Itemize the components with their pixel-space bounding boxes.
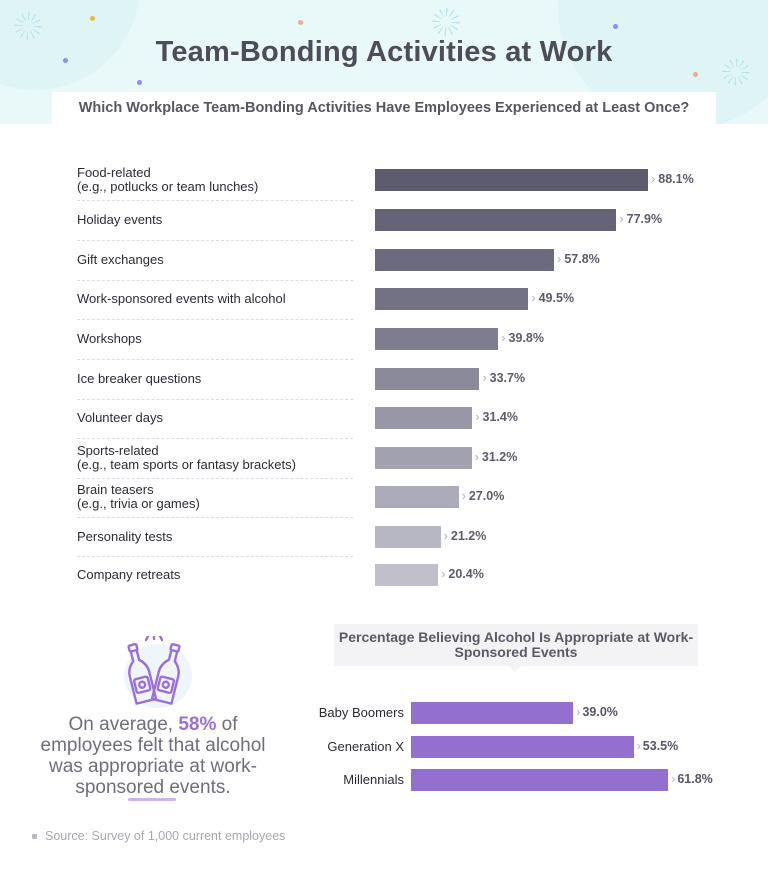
category-label: Personality tests bbox=[77, 529, 173, 544]
callout-prefix: On average, bbox=[68, 714, 179, 735]
category-label: Food-related (e.g., potlucks or team lun… bbox=[77, 165, 259, 194]
generation-label: Millennials bbox=[343, 772, 404, 787]
bar-value-label: 31.4% bbox=[475, 410, 518, 424]
generation-bar-value-label: 61.8% bbox=[671, 772, 712, 786]
row-separator bbox=[77, 438, 353, 439]
sparkle-icon bbox=[432, 8, 460, 36]
callout-highlight: 58% bbox=[178, 714, 217, 735]
page-title: Team-Bonding Activities at Work bbox=[155, 36, 613, 68]
bar-value-label: 33.7% bbox=[482, 371, 525, 385]
category-label: Ice breaker questions bbox=[77, 371, 202, 386]
beer-bottles-icon bbox=[110, 633, 200, 712]
bar-value-label: 88.1% bbox=[651, 172, 693, 186]
callout-suffix: of employees felt that alcohol was appro… bbox=[40, 714, 266, 798]
callout-underline bbox=[128, 798, 176, 801]
confetti-dot bbox=[693, 72, 698, 77]
generation-bar bbox=[411, 702, 574, 724]
bar bbox=[375, 564, 439, 586]
bar-value-label: 31.2% bbox=[475, 450, 517, 464]
source-text: Source: Survey of 1,000 current employee… bbox=[45, 829, 286, 843]
bar-value-label: 49.5% bbox=[531, 291, 574, 305]
category-label: Gift exchanges bbox=[77, 252, 164, 267]
alcohol-stat-callout: On average, 58% of employees felt that a… bbox=[28, 714, 278, 798]
row-separator bbox=[77, 319, 353, 320]
bar bbox=[375, 407, 473, 429]
generation-bar-value-label: 39.0% bbox=[576, 705, 617, 719]
sparkle-icon bbox=[14, 12, 42, 40]
confetti-dot bbox=[613, 24, 618, 29]
bar-value-label: 20.4% bbox=[441, 567, 483, 581]
bar-value-label: 21.2% bbox=[444, 529, 486, 543]
confetti-dot bbox=[63, 58, 68, 63]
beer-bottles-icon-svg bbox=[124, 633, 192, 708]
bar bbox=[375, 368, 480, 390]
sparkle-icon bbox=[722, 58, 750, 86]
generation-label: Generation X bbox=[327, 739, 404, 754]
source-note: Source: Survey of 1,000 current employee… bbox=[32, 829, 285, 843]
bar bbox=[375, 249, 555, 271]
source-bullet bbox=[32, 834, 37, 840]
activities-bar-chart: Food-related (e.g., potlucks or team lun… bbox=[0, 0, 768, 600]
bar bbox=[375, 209, 617, 231]
generation-label: Baby Boomers bbox=[318, 705, 404, 720]
generation-bar-value-label: 53.5% bbox=[637, 739, 678, 753]
bar bbox=[375, 447, 472, 469]
row-separator bbox=[77, 279, 353, 281]
category-label: Company retreats bbox=[77, 567, 181, 582]
row-separator bbox=[77, 517, 353, 518]
confetti-dot bbox=[137, 80, 142, 85]
row-separator bbox=[77, 359, 353, 360]
confetti-dot bbox=[90, 16, 95, 21]
generation-bar bbox=[411, 736, 634, 758]
bar-value-label: 77.9% bbox=[619, 212, 662, 226]
generation-chart-title-caret bbox=[509, 666, 521, 672]
bar bbox=[375, 169, 649, 191]
chart-subtitle: Which Workplace Team-Bonding Activities … bbox=[52, 92, 716, 124]
category-label: Holiday events bbox=[77, 212, 163, 227]
bar bbox=[375, 328, 499, 350]
category-label: Sports-related (e.g., team sports or fan… bbox=[77, 443, 296, 472]
row-separator bbox=[77, 477, 353, 479]
bar bbox=[375, 288, 529, 310]
category-label: Work-sponsored events with alcohol bbox=[77, 291, 286, 306]
generation-bar bbox=[411, 769, 669, 791]
row-separator bbox=[77, 556, 353, 557]
category-label: Volunteer days bbox=[77, 410, 164, 425]
confetti-dot bbox=[298, 20, 303, 25]
bar-value-label: 27.0% bbox=[462, 489, 504, 503]
row-separator bbox=[77, 200, 353, 201]
row-separator bbox=[77, 240, 353, 241]
bar-value-label: 57.8% bbox=[557, 252, 599, 266]
bar bbox=[375, 486, 459, 508]
bar bbox=[375, 526, 441, 548]
bar-value-label: 39.8% bbox=[501, 331, 544, 345]
generation-chart-title: Percentage Believing Alcohol Is Appropri… bbox=[334, 624, 698, 666]
category-label: Workshops bbox=[77, 331, 142, 346]
row-separator bbox=[77, 398, 353, 400]
category-label: Brain teasers (e.g., trivia or games) bbox=[77, 482, 200, 511]
